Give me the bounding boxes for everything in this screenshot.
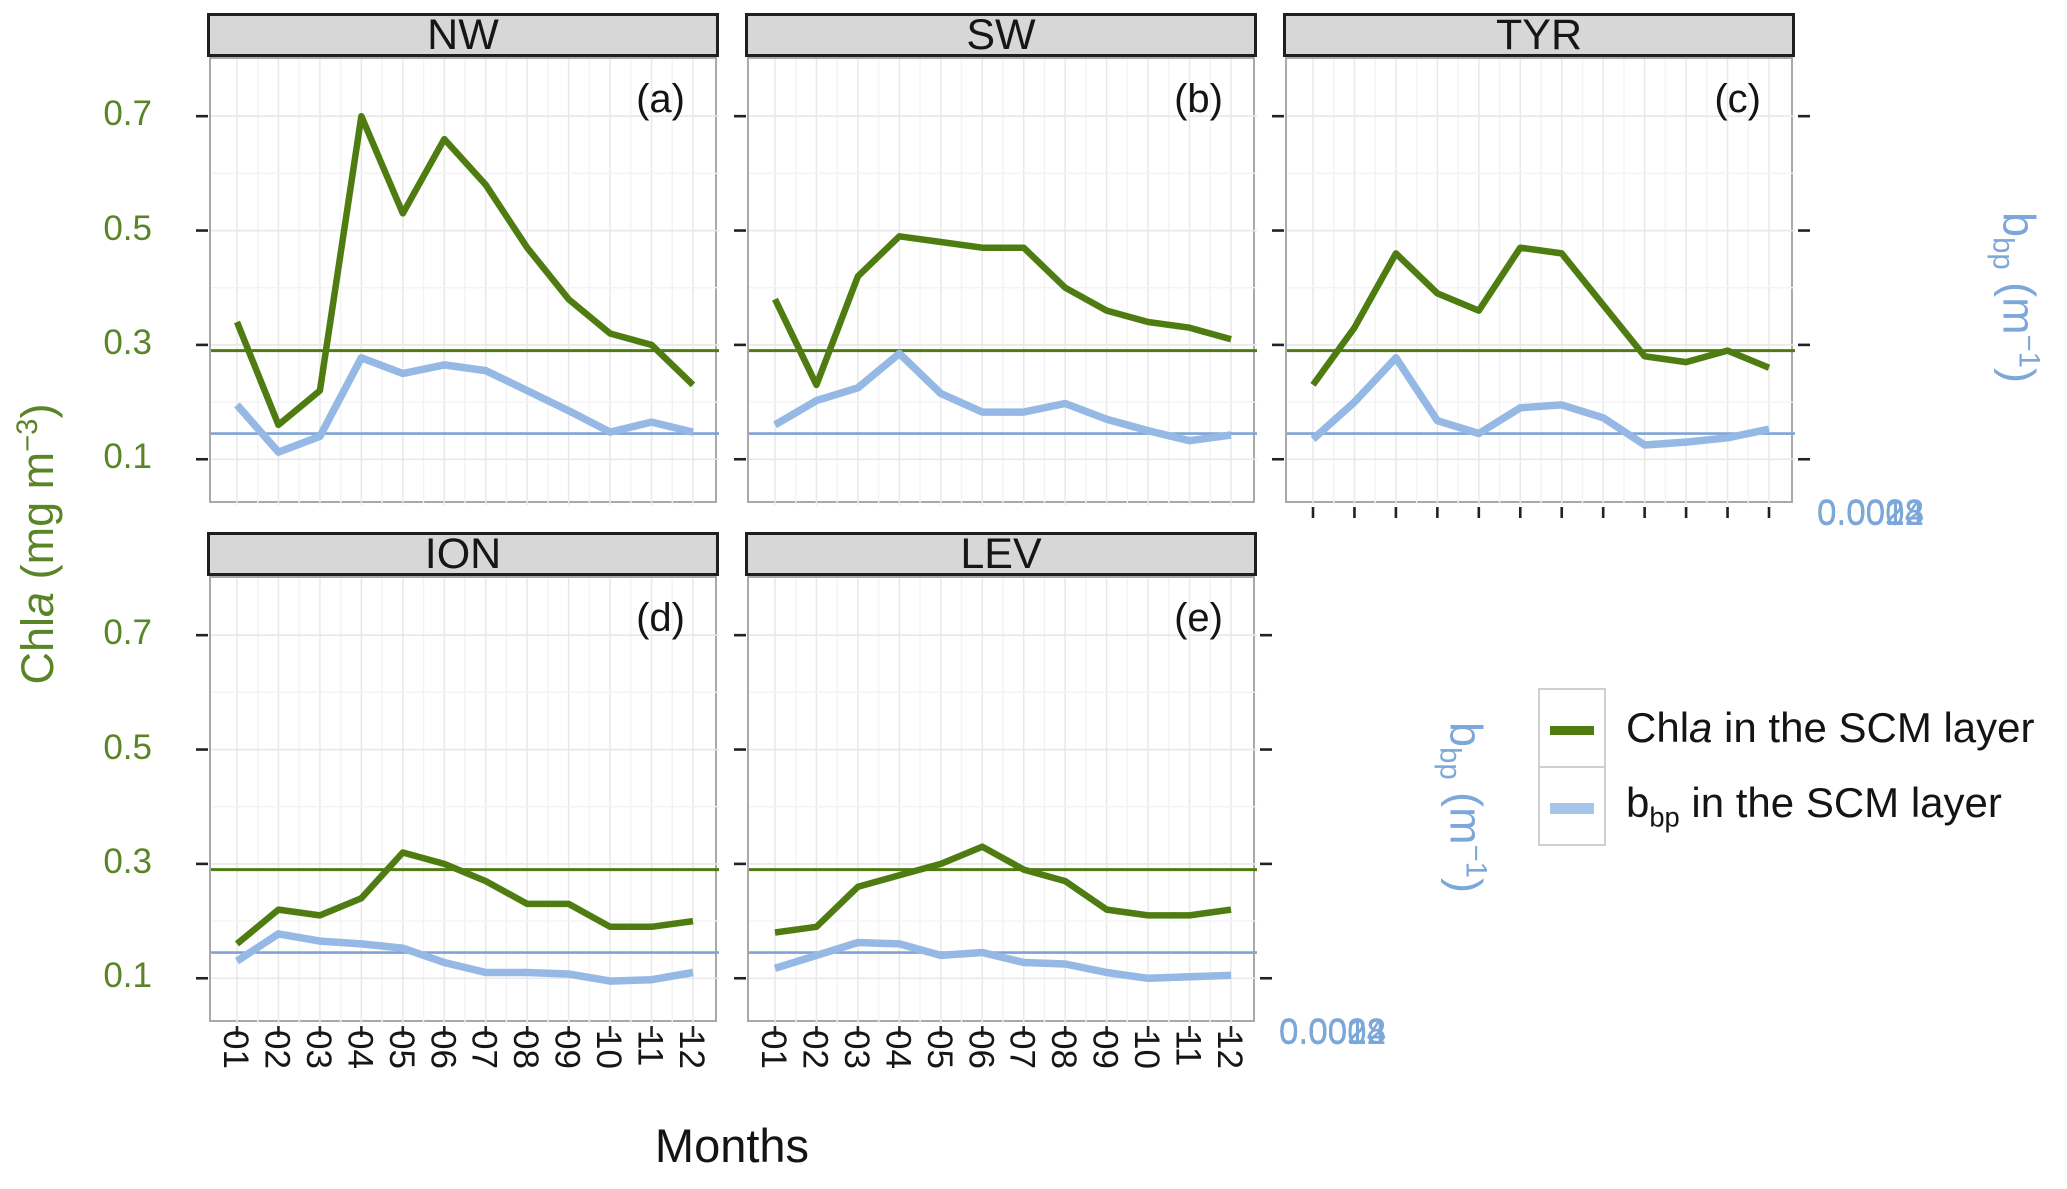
x-tick-label: 03 <box>298 1030 338 1069</box>
facet-strip-lev: LEV <box>745 530 1257 578</box>
y-right-tick-label: 0.0004 <box>1817 494 1925 534</box>
y-right-tick-label: 0.0028 <box>1279 1011 1387 1051</box>
legend-key-bbp <box>1538 766 1606 846</box>
panel-letter: (b) <box>1174 77 1223 121</box>
y-left-tick-label: 0.1 <box>103 437 152 477</box>
chla-series-line <box>1310 244 1771 387</box>
facet-panel-sw: (b) <box>734 57 1257 505</box>
chla-series-line <box>772 233 1232 389</box>
facet-strip-tyr: TYR <box>1283 11 1795 59</box>
x-tick-label: 11 <box>630 1030 670 1067</box>
facet-plot-nw <box>196 59 719 505</box>
y-right-tick-label: 0.0012 <box>1817 493 1925 533</box>
legend: Chla in the SCM layer bbp in the SCM lay… <box>1538 688 2067 850</box>
y-left-tick-label: 0.5 <box>103 208 152 248</box>
y-left-tick-label: 0.5 <box>103 727 152 767</box>
y-right-tick-label: 0.0004 <box>1279 1013 1387 1053</box>
facet-strip-ion: ION <box>207 530 719 578</box>
legend-key-chla <box>1538 688 1606 768</box>
y-right-tick-label: 0.0028 <box>1817 492 1925 532</box>
x-axis-title: Months <box>654 1119 810 1172</box>
bbp-series-line <box>1310 354 1770 449</box>
facet-strip-sw: SW <box>745 11 1257 59</box>
bbp-series-line <box>234 354 694 456</box>
facet-panel-tyr: (c) <box>1272 57 1810 518</box>
facet-plot-ion <box>196 578 719 1037</box>
x-tick-label: 11 <box>1168 1030 1208 1067</box>
x-tick-label: 09 <box>1085 1030 1125 1069</box>
x-tick-label: 02 <box>795 1030 835 1069</box>
bbp-line-swatch <box>1550 803 1594 814</box>
x-tick-label: 04 <box>340 1030 380 1069</box>
facet-panel-nw: (a) <box>196 57 719 505</box>
x-tick-label: 01 <box>754 1030 793 1069</box>
x-tick-label: 08 <box>1044 1030 1084 1069</box>
y-left-tick-label: 0.7 <box>103 613 152 653</box>
bbp-series-line <box>773 349 1232 445</box>
facet-plot-tyr <box>1272 59 1810 518</box>
y-left-tick-label: 0.3 <box>103 322 152 362</box>
x-tick-label: 08 <box>506 1030 546 1069</box>
bbp-series-line <box>234 930 694 985</box>
x-tick-label: 02 <box>257 1030 297 1069</box>
legend-label-chla: Chla in the SCM layer <box>1626 704 2035 751</box>
x-tick-label: 01 <box>216 1030 255 1069</box>
panel-letter: (a) <box>636 77 685 121</box>
chla-series-line <box>774 843 1232 936</box>
x-tick-label: 06 <box>961 1030 1001 1069</box>
chla-series-line <box>233 112 696 429</box>
chla-line-swatch <box>1550 726 1594 735</box>
y-right-tick-label: 0.002 <box>1817 493 1905 533</box>
x-tick-label: 04 <box>878 1030 918 1069</box>
x-tick-label: 12 <box>1210 1030 1249 1069</box>
y-right-tick-label: 0.0012 <box>1279 1012 1387 1052</box>
x-tick-label: 09 <box>547 1030 587 1069</box>
bbp-series-line <box>773 938 1232 983</box>
x-tick-label: 05 <box>381 1030 421 1069</box>
x-tick-label: 06 <box>423 1030 463 1069</box>
facet-panel-lev: (e) <box>734 576 1272 1037</box>
panel-letter: (e) <box>1174 596 1223 640</box>
x-tick-label: 12 <box>672 1030 711 1069</box>
x-tick-label: 10 <box>1127 1030 1167 1069</box>
y-right-axis-title-row2: bbp (m−1) <box>1433 722 1492 893</box>
x-tick-label: 10 <box>589 1030 629 1069</box>
panel-letter: (d) <box>636 596 685 640</box>
facet-plot-lev <box>734 578 1272 1037</box>
y-left-tick-label: 0.1 <box>103 956 152 996</box>
panel-letter: (c) <box>1714 77 1761 121</box>
y-right-tick-label: 0.002 <box>1279 1012 1367 1052</box>
y-right-axis-title-row1: bbp (m−1) <box>1986 212 2045 383</box>
facet-panel-ion: (d) <box>196 576 719 1037</box>
legend-label-bbp: bbp in the SCM layer <box>1626 778 2002 833</box>
chla-series-line <box>234 849 694 947</box>
x-tick-label: 07 <box>1002 1030 1042 1069</box>
facet-strip-nw: NW <box>207 11 719 59</box>
x-tick-label: 07 <box>464 1030 504 1069</box>
x-tick-label: 05 <box>919 1030 959 1069</box>
y-left-tick-label: 0.7 <box>103 94 152 134</box>
y-left-tick-label: 0.3 <box>103 841 152 881</box>
x-tick-label: 03 <box>836 1030 876 1069</box>
facet-plot-sw <box>734 59 1257 505</box>
